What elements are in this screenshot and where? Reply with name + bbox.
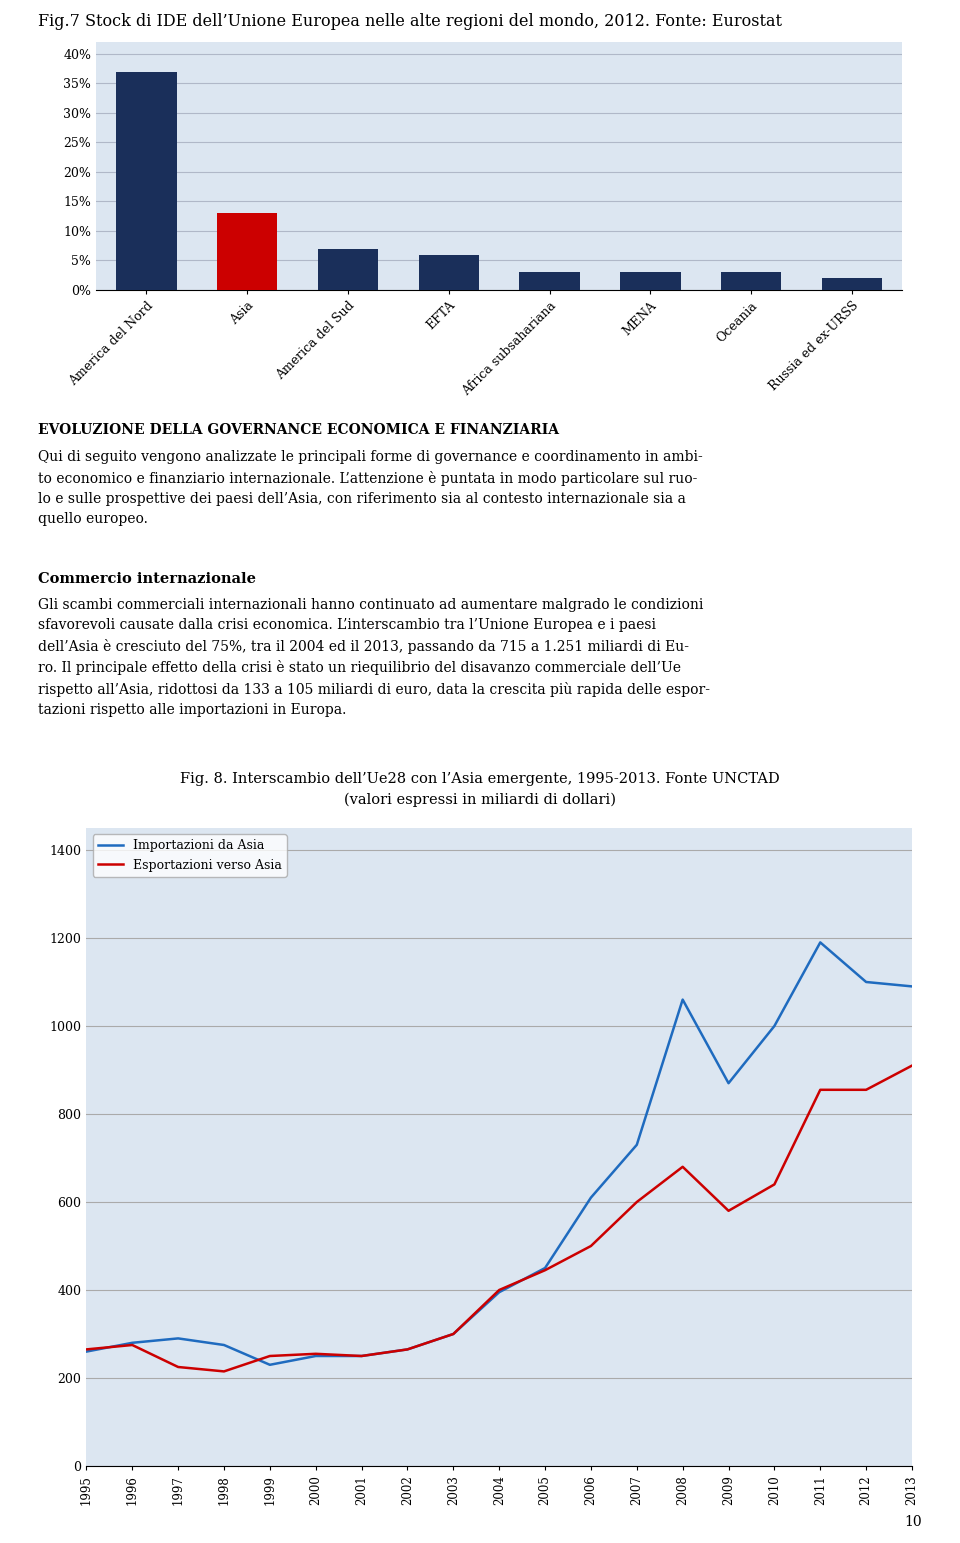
- Text: Fig.7 Stock di IDE dell’Unione Europea nelle alte regioni del mondo, 2012. Fonte: Fig.7 Stock di IDE dell’Unione Europea n…: [38, 14, 782, 31]
- Text: Commercio internazionale: Commercio internazionale: [38, 572, 256, 586]
- Text: Fig. 8. Interscambio dell’Ue28 con l’Asia emergente, 1995-2013. Fonte UNCTAD
(va: Fig. 8. Interscambio dell’Ue28 con l’Asi…: [180, 773, 780, 807]
- Text: Qui di seguito vengono analizzate le principali forme di governance e coordiname: Qui di seguito vengono analizzate le pri…: [38, 451, 703, 526]
- Bar: [419, 255, 479, 290]
- Text: Gli scambi commerciali internazionali hanno continuato ad aumentare malgrado le : Gli scambi commerciali internazionali ha…: [38, 599, 710, 717]
- Bar: [116, 71, 177, 290]
- Bar: [620, 272, 681, 290]
- Bar: [822, 278, 882, 290]
- Bar: [721, 272, 781, 290]
- Legend: Importazioni da Asia, Esportazioni verso Asia: Importazioni da Asia, Esportazioni verso…: [93, 835, 286, 876]
- Text: 10: 10: [904, 1515, 922, 1529]
- Bar: [318, 248, 378, 290]
- Bar: [217, 213, 277, 290]
- Bar: [519, 272, 580, 290]
- Text: EVOLUZIONE DELLA GOVERNANCE ECONOMICA E FINANZIARIA: EVOLUZIONE DELLA GOVERNANCE ECONOMICA E …: [38, 423, 560, 437]
